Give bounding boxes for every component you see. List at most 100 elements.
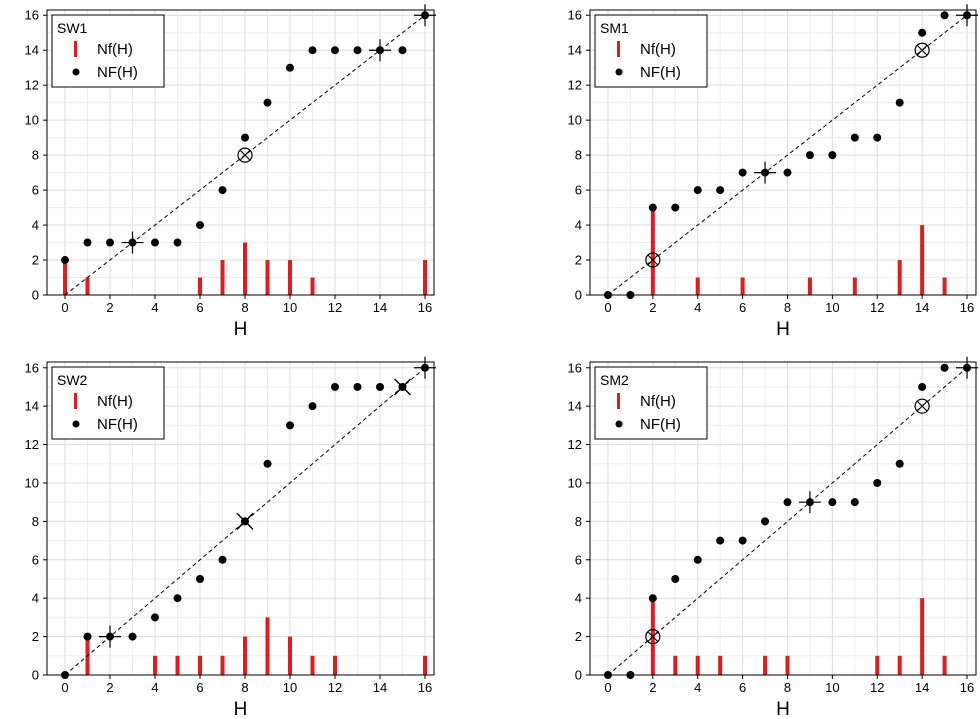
point-nf-4 xyxy=(151,238,159,247)
point-nf-6 xyxy=(196,574,204,583)
point-nf-10 xyxy=(286,63,294,72)
point-nf-14 xyxy=(918,28,927,37)
marker-circle-x xyxy=(645,252,661,268)
y-tick-label: 6 xyxy=(575,183,582,198)
point-nf-8 xyxy=(783,498,792,507)
point-nf-4 xyxy=(693,555,702,564)
y-tick-label: 16 xyxy=(568,8,582,23)
bar-nf-1 xyxy=(85,277,90,295)
legend: SM2 Nf(H) NF(H) xyxy=(594,366,708,440)
bar-nf-9 xyxy=(807,277,812,295)
point-nf-15 xyxy=(940,363,949,372)
x-tick-label: 12 xyxy=(870,680,884,695)
bar-nf-13 xyxy=(897,655,902,675)
point-nf-1 xyxy=(83,238,92,247)
x-tick-label: 12 xyxy=(328,300,342,315)
y-tick-label: 16 xyxy=(25,360,39,375)
legend-box xyxy=(594,366,708,440)
marker-circle-x xyxy=(914,42,930,58)
point-nf-3 xyxy=(671,574,680,583)
x-tick-label: 10 xyxy=(825,300,839,315)
x-tick-label: 6 xyxy=(196,300,203,315)
x-tick-label: 16 xyxy=(418,300,432,315)
y-tick-label: 0 xyxy=(575,668,582,683)
marker-circle xyxy=(645,628,661,645)
diagonal-line xyxy=(607,367,968,676)
legend-bar-swatch xyxy=(617,393,620,409)
legend-label-nf-capital: NF(H) xyxy=(97,64,138,81)
x-tick-label: 0 xyxy=(604,680,611,695)
point-nf-8 xyxy=(783,168,792,177)
y-tick-label: 8 xyxy=(32,148,39,163)
y-tick-label: 8 xyxy=(575,148,582,163)
point-nf-12 xyxy=(331,382,339,391)
point-nf-5 xyxy=(173,594,182,603)
point-nf-0 xyxy=(61,256,69,265)
point-nf-12 xyxy=(331,46,339,55)
x-axis-label: H xyxy=(234,699,248,719)
marker-plus xyxy=(414,356,436,379)
marker-plus xyxy=(798,491,821,514)
bar-nf-8 xyxy=(243,636,247,675)
marker-circle xyxy=(914,42,930,58)
point-nf-11 xyxy=(850,133,859,142)
x-tick-label: 16 xyxy=(960,300,974,315)
point-nf-8 xyxy=(241,133,249,142)
marker-circle-x-b xyxy=(916,44,928,56)
point-nf-7 xyxy=(218,186,227,195)
x-tick-label: 2 xyxy=(106,680,113,695)
x-tick-label: 6 xyxy=(739,680,746,695)
y-tick-label: 2 xyxy=(32,253,39,268)
x-tick-label: 16 xyxy=(418,680,432,695)
x-tick-label: 4 xyxy=(151,300,158,315)
bar-nf-8 xyxy=(243,242,247,295)
bar-nf-9 xyxy=(265,260,270,295)
bar-nf-4 xyxy=(695,277,700,295)
bar-nf-16 xyxy=(423,655,427,675)
bar-nf-0 xyxy=(63,260,67,295)
marker-plus xyxy=(754,161,777,184)
marker-circle-x xyxy=(237,147,253,163)
y-tick-label: 14 xyxy=(568,399,582,414)
y-tick-label: 4 xyxy=(32,218,39,233)
bar-nf-10 xyxy=(288,636,292,675)
legend-title: SW2 xyxy=(57,372,88,388)
point-nf-6 xyxy=(196,221,204,230)
legend-bar-swatch xyxy=(617,41,620,57)
x-tick-label: 12 xyxy=(328,680,342,695)
legend: SW2 Nf(H) NF(H) xyxy=(51,366,165,440)
x-tick-label: 0 xyxy=(61,680,68,695)
marker-circle xyxy=(237,147,253,163)
point-nf-9 xyxy=(263,459,272,468)
point-nf-11 xyxy=(850,498,859,507)
point-nf-10 xyxy=(286,421,294,430)
bar-nf-7 xyxy=(763,655,768,675)
panel-sw2: 0 2 4 6 8 10 12 14 16 0 2 4 6 8 10 12 14 16 H SW2 Nf(H) NF(H) xyxy=(25,356,436,719)
legend-title: SW1 xyxy=(57,20,88,36)
point-nf-13 xyxy=(895,98,904,107)
legend-title: SM1 xyxy=(600,20,629,36)
x-tick-label: 8 xyxy=(784,300,791,315)
panel-sw1: 0 2 4 6 8 10 12 14 16 0 2 4 6 8 10 12 14 16 H SW1 Nf(H) NF(H) xyxy=(25,4,436,340)
marker-circle-x-b xyxy=(647,631,659,642)
marker-circle-x xyxy=(914,398,930,414)
bar-nf-4 xyxy=(153,655,157,675)
x-tick-label: 0 xyxy=(61,300,68,315)
legend-box xyxy=(51,366,165,440)
diagonal-line xyxy=(64,367,426,676)
y-tick-label: 10 xyxy=(25,113,39,128)
point-nf-5 xyxy=(716,186,725,195)
y-tick-label: 2 xyxy=(32,629,39,644)
legend-label-nf-small: Nf(H) xyxy=(640,393,676,410)
x-tick-label: 4 xyxy=(151,680,158,695)
legend-point-swatch xyxy=(72,68,80,76)
marker-x-b xyxy=(236,512,254,530)
bar-nf-2 xyxy=(650,207,655,295)
x-tick-label: 8 xyxy=(241,680,248,695)
x-tick-label: 8 xyxy=(241,300,248,315)
legend: SW1 Nf(H) NF(H) xyxy=(51,14,165,88)
plot-frame xyxy=(46,9,435,296)
point-nf-3 xyxy=(671,203,680,212)
point-nf-11 xyxy=(308,402,317,411)
x-axis-label: H xyxy=(234,319,248,340)
